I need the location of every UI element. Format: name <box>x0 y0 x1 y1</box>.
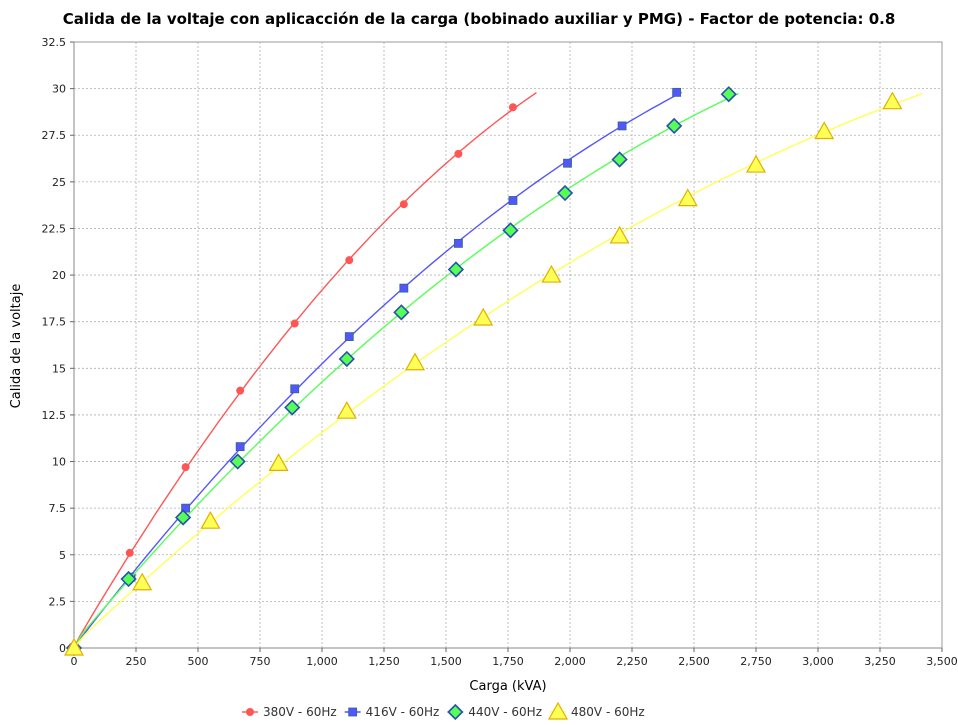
y-tick-label: 32.5 <box>42 36 67 49</box>
data-point <box>174 509 192 526</box>
x-tick-label: 3,500 <box>926 655 958 668</box>
data-point <box>268 453 289 472</box>
legend-label: 440V - 60Hz <box>468 705 542 719</box>
y-tick-label: 2.5 <box>49 595 67 608</box>
chart-title: Calida de la voltaje con aplicacción de … <box>63 10 896 28</box>
y-tick-label: 0 <box>59 642 66 655</box>
data-point <box>541 264 562 283</box>
data-point <box>236 386 245 395</box>
data-point <box>229 453 246 470</box>
data-point <box>393 304 410 321</box>
plot-area <box>73 41 943 649</box>
x-tick-label: 750 <box>250 655 271 668</box>
x-tick-label: 1,000 <box>306 655 338 668</box>
data-point <box>447 261 465 278</box>
series-line <box>73 93 923 649</box>
y-tick-label: 12.5 <box>42 409 67 422</box>
data-point <box>454 149 463 158</box>
series-3 <box>65 86 739 657</box>
data-point <box>63 637 85 656</box>
legend-item: 380V - 60Hz <box>242 705 337 719</box>
data-point <box>336 400 357 419</box>
y-tick-label: 20 <box>52 269 66 282</box>
y-tick-label: 10 <box>52 456 66 469</box>
x-tick-label: 250 <box>126 655 147 668</box>
x-tick-label: 1,250 <box>368 655 400 668</box>
legend-marker <box>447 703 464 721</box>
y-tick-label: 7.5 <box>49 502 67 515</box>
data-point <box>502 222 519 239</box>
legend-marker <box>547 701 569 720</box>
legend-item: 440V - 60Hz <box>447 703 542 721</box>
x-tick-label: 2,250 <box>616 655 648 668</box>
data-point <box>473 307 494 326</box>
legend-item: 480V - 60Hz <box>547 701 645 720</box>
y-tick-label: 27.5 <box>42 129 67 142</box>
x-tick-label: 1,750 <box>492 655 524 668</box>
data-point <box>720 86 737 103</box>
legend-label: 480V - 60Hz <box>571 705 645 719</box>
data-point <box>609 225 630 244</box>
y-tick-label: 17.5 <box>42 316 67 329</box>
data-point <box>611 151 628 168</box>
y-tick-label: 15 <box>52 362 66 375</box>
y-tick-label: 30 <box>52 83 66 96</box>
x-tick-label: 2,000 <box>554 655 586 668</box>
data-point <box>745 154 767 173</box>
y-tick-label: 5 <box>59 549 66 562</box>
legend-item: 416V - 60Hz <box>344 705 440 719</box>
data-point <box>132 572 153 591</box>
data-point <box>345 256 354 265</box>
y-axis-ticks: 0 2.5 5 7.5 10 12.5 15 17.5 20 22.5 25 27.5 30 32.5 <box>42 36 74 655</box>
data-point <box>399 283 409 293</box>
legend-label: 416V - 60Hz <box>366 705 440 719</box>
data-point <box>344 332 354 342</box>
x-axis-ticks: 0 250 500 750 1,000 1,250 1,500 1,750 2,000 2,250… <box>71 648 958 668</box>
data-point <box>814 121 835 140</box>
data-point <box>284 399 301 416</box>
data-point <box>290 319 299 328</box>
data-point <box>677 188 698 207</box>
data-point <box>882 91 903 110</box>
data-point <box>563 158 572 168</box>
data-point <box>617 121 627 131</box>
data-point <box>672 87 682 97</box>
x-tick-label: 500 <box>188 655 209 668</box>
y-tick-label: 22.5 <box>42 222 67 235</box>
x-tick-label: 0 <box>71 655 78 668</box>
series-4 <box>63 91 923 656</box>
x-tick-label: 2,750 <box>740 655 772 668</box>
data-point <box>290 384 300 394</box>
data-point <box>235 442 245 452</box>
data-point <box>453 238 463 248</box>
legend-label: 380V - 60Hz <box>263 705 337 719</box>
data-point <box>338 350 355 368</box>
data-point <box>125 548 134 557</box>
data-point <box>181 463 190 472</box>
legend: 380V - 60Hz 416V - 60Hz 440V - 60Hz 480V - … <box>242 701 645 721</box>
series-line <box>73 91 682 649</box>
x-tick-label: 3,250 <box>864 655 896 668</box>
series-layer <box>63 86 923 657</box>
data-point <box>399 200 408 209</box>
x-tick-label: 1,500 <box>430 655 462 668</box>
data-point <box>404 352 426 371</box>
y-axis-label: Calida de la voltaje <box>9 284 24 409</box>
y-tick-label: 25 <box>52 176 66 189</box>
x-axis-label: Carga (kVA) <box>469 679 546 694</box>
data-point <box>508 103 517 112</box>
data-point <box>556 184 574 202</box>
grid-lines <box>74 42 942 648</box>
data-point <box>200 510 221 529</box>
x-tick-label: 2,500 <box>678 655 710 668</box>
data-point <box>508 196 518 205</box>
legend-marker <box>246 708 254 716</box>
x-tick-label: 3,000 <box>802 655 834 668</box>
legend-marker <box>348 707 358 717</box>
data-point <box>666 117 683 135</box>
data-point <box>120 570 137 588</box>
